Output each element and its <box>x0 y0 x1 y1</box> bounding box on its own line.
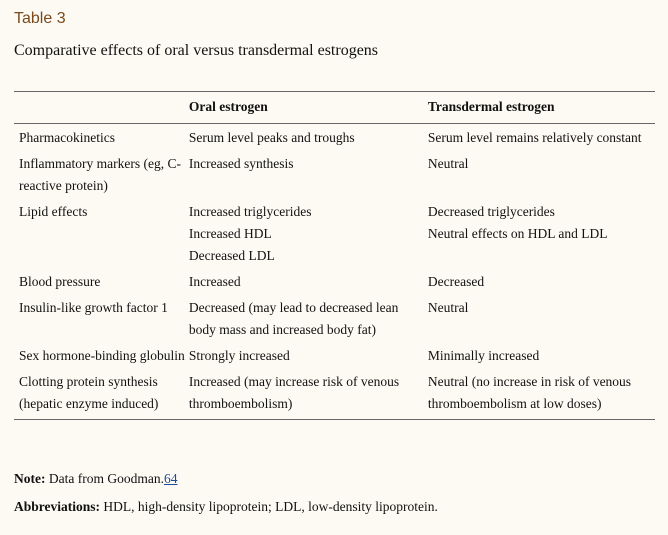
table-body: Pharmacokinetics Serum level peaks and tr… <box>14 124 655 420</box>
table-row: Lipid effects Increased triglycerides Incr… <box>14 201 655 271</box>
comparison-table: Oral estrogen Transdermal estrogen Pharm… <box>14 91 655 420</box>
transdermal-cell: Serum level remains relatively constant <box>428 124 655 154</box>
oral-cell: Strongly increased <box>189 345 428 371</box>
reference-link[interactable]: 64 <box>163 471 178 486</box>
header-oral: Oral estrogen <box>188 99 268 114</box>
transdermal-cell: Minimally increased <box>428 345 655 371</box>
feature-cell: Inflammatory markers (eg, C-reactive pro… <box>19 156 181 193</box>
oral-cell: Serum level peaks and troughs <box>189 124 428 154</box>
table-caption: Comparative effects of oral versus trans… <box>14 42 379 59</box>
note-label: Note: <box>14 471 46 486</box>
transdermal-cell-line: Neutral (no increase in risk of venous t… <box>427 374 632 411</box>
table-row: Clotting protein synthesis (hepatic enzy… <box>14 371 655 420</box>
oral-cell-line: Serum level peaks and troughs <box>188 130 355 145</box>
header-transdermal: Transdermal estrogen <box>427 99 555 114</box>
table-abbreviations: Abbreviations: HDL, high-density lipopro… <box>14 499 438 515</box>
oral-cell-line: Decreased (may lead to decreased lean bo… <box>188 300 399 337</box>
table-label: Table 3 <box>14 10 66 27</box>
feature-cell: Clotting protein synthesis (hepatic enzy… <box>19 374 159 411</box>
oral-cell: Increased (may increase risk of venous t… <box>189 371 428 420</box>
abbreviations-label: Abbreviations: <box>14 499 101 514</box>
oral-cell-line: Increased synthesis <box>188 156 294 171</box>
oral-cell: Decreased (may lead to decreased lean bo… <box>189 297 428 345</box>
table-row: Blood pressure Increased Decreased <box>14 271 655 297</box>
feature-cell: Lipid effects <box>19 204 88 219</box>
abbreviations-text: HDL, high-density lipoprotein; LDL, low-… <box>103 499 438 514</box>
table-row: Sex hormone-binding globulin Strongly inc… <box>14 345 655 371</box>
table-row: Inflammatory markers (eg, C-reactive pro… <box>14 153 655 201</box>
transdermal-cell-line: Decreased <box>427 274 485 289</box>
transdermal-cell: Decreased <box>428 271 655 297</box>
transdermal-cell-line: Serum level remains relatively constant <box>427 130 642 145</box>
oral-cell: Increased <box>189 271 428 297</box>
transdermal-cell-line: Minimally increased <box>427 348 540 363</box>
transdermal-cell-line: Decreased triglycerides <box>427 204 555 219</box>
transdermal-cell-line: Neutral effects on HDL and LDL <box>427 226 608 241</box>
feature-cell: Insulin-like growth factor 1 <box>19 300 168 315</box>
transdermal-cell-line: Neutral <box>427 300 469 315</box>
oral-cell: Increased synthesis <box>189 153 428 201</box>
transdermal-cell: Decreased triglycerides Neutral effects o… <box>428 201 655 271</box>
transdermal-cell: Neutral <box>428 297 655 345</box>
oral-cell-line: Increased HDL <box>188 226 272 241</box>
oral-cell-line: Increased <box>188 274 241 289</box>
table-note: Note: Data from Goodman.64 <box>14 471 177 487</box>
oral-cell-line: Strongly increased <box>188 348 290 363</box>
oral-cell-line: Decreased LDL <box>188 248 275 263</box>
feature-cell: Pharmacokinetics <box>19 130 115 145</box>
transdermal-cell: Neutral (no increase in risk of venous t… <box>428 371 655 420</box>
oral-cell: Increased triglycerides Increased HDL Decr… <box>189 201 428 271</box>
header-feature <box>14 92 189 124</box>
transdermal-cell: Neutral <box>428 153 655 201</box>
feature-cell: Blood pressure <box>19 274 101 289</box>
table-row: Pharmacokinetics Serum level peaks and tr… <box>14 124 655 154</box>
feature-cell: Sex hormone-binding globulin <box>19 348 185 363</box>
oral-cell-line: Increased (may increase risk of venous t… <box>188 374 400 411</box>
table-row: Insulin-like growth factor 1 Decreased (m… <box>14 297 655 345</box>
note-text: Data from Goodman. <box>48 471 164 486</box>
transdermal-cell-line: Neutral <box>427 156 469 171</box>
oral-cell-line: Increased triglycerides <box>188 204 312 219</box>
header-row: Oral estrogen Transdermal estrogen <box>14 91 655 124</box>
